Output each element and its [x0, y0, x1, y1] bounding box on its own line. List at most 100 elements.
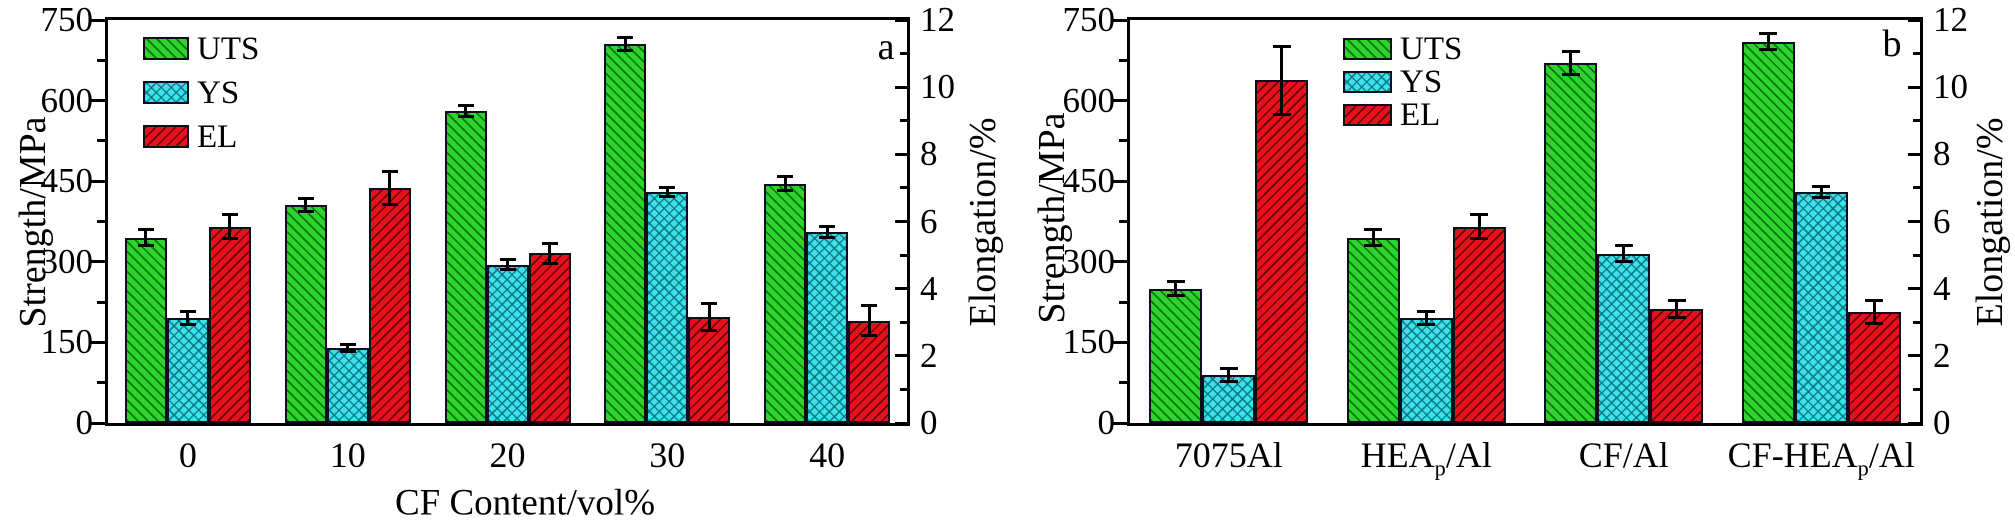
error-bar-line-ys-b-1	[1424, 311, 1428, 325]
error-bar-bottom-cap-el-a-0	[221, 236, 238, 240]
x-category-label-b-0: 7075Al	[1079, 434, 1379, 476]
y-right-minor-tick-9	[1913, 119, 1920, 123]
error-bar-top-cap-ys-a-0	[179, 310, 196, 314]
error-bar-top-cap-ys-a-2	[499, 257, 516, 261]
y-left-minor-tick-525	[1119, 139, 1127, 143]
bar-uts-b-2	[1544, 63, 1598, 423]
error-bar-top-cap-ys-b-0	[1219, 366, 1238, 370]
y-axis-title-right-b: Elongation/%	[1969, 117, 2011, 327]
x-axis-title-a: CF Content/vol%	[394, 482, 656, 524]
legend-label-uts-a: UTS	[197, 30, 260, 67]
y-left-tick-label-600: 600	[40, 80, 94, 120]
y-left-major-tick-750	[1113, 18, 1127, 22]
category-label-segment: CF-HEA	[1727, 435, 1858, 475]
error-bar-top-cap-el-a-1	[381, 169, 398, 173]
y-right-minor-tick-11	[1913, 52, 1920, 56]
error-bar-top-cap-uts-b-0	[1166, 280, 1185, 284]
error-bar-line-uts-b-3	[1766, 33, 1770, 50]
y-right-minor-tick-1	[1913, 387, 1920, 391]
y-right-tick-label-8: 8	[920, 134, 938, 174]
bar-el-a-4	[848, 320, 891, 423]
y-left-tick-label-300: 300	[1062, 241, 1116, 281]
error-bar-top-cap-ys-b-2	[1614, 244, 1633, 248]
bar-uts-a-1	[284, 205, 327, 423]
y-left-tick-label-0: 0	[1097, 403, 1116, 442]
y-right-major-tick-10	[895, 85, 907, 89]
error-bar-top-cap-ys-a-1	[339, 342, 356, 346]
legend-label-el-b: EL	[1400, 97, 1441, 133]
error-bar-bottom-cap-uts-a-2	[457, 115, 474, 119]
error-bar-line-uts-a-4	[783, 176, 787, 191]
y-right-tick-label-8: 8	[1933, 134, 1951, 174]
error-bar-line-uts-b-0	[1174, 281, 1178, 296]
y-right-minor-tick-3	[1913, 320, 1920, 324]
error-bar-bottom-cap-ys-b-1	[1417, 323, 1436, 327]
bar-ys-b-0	[1202, 374, 1256, 423]
error-bar-line-el-b-0	[1280, 46, 1284, 115]
error-bar-line-ys-b-2	[1622, 245, 1626, 262]
x-category-label-b-1: HEAp/Al	[1276, 434, 1576, 489]
error-bar-bottom-cap-el-b-3	[1865, 322, 1884, 326]
error-bar-line-ys-a-1	[346, 344, 350, 352]
y-right-minor-tick-11	[900, 52, 907, 56]
y-right-minor-tick-7	[900, 186, 907, 190]
y-left-major-tick-0	[1113, 421, 1127, 425]
bar-uts-a-4	[764, 183, 807, 423]
category-label-segment: p	[1857, 455, 1869, 481]
y-left-minor-tick-375	[97, 220, 105, 223]
error-bar-line-ys-a-3	[665, 187, 669, 197]
bar-uts-b-3	[1741, 41, 1795, 423]
plot-area-a	[91, 17, 910, 426]
legend-label-ys-b: YS	[1400, 64, 1443, 100]
y-left-major-tick-300	[91, 260, 105, 264]
bar-ys-a-3	[646, 191, 689, 423]
y-left-tick-label-450: 450	[40, 161, 94, 201]
error-bar-bottom-cap-ys-a-3	[659, 194, 676, 198]
y-right-minor-tick-7	[1913, 186, 1920, 190]
error-bar-top-cap-el-a-2	[541, 241, 558, 245]
error-bar-top-cap-ys-a-4	[819, 225, 836, 229]
error-bar-top-cap-el-b-0	[1272, 45, 1291, 49]
bar-ys-a-1	[326, 347, 369, 423]
bar-ys-b-2	[1597, 253, 1651, 423]
bar-ys-b-1	[1399, 318, 1453, 423]
y-left-major-tick-300	[1113, 260, 1127, 264]
error-bar-bottom-cap-uts-a-0	[137, 244, 154, 248]
y-right-major-tick-12	[1908, 18, 1920, 22]
y-left-major-tick-150	[1113, 340, 1127, 344]
error-bar-line-el-b-1	[1477, 214, 1481, 239]
legend-swatch-ys-b	[1343, 71, 1392, 93]
bar-el-a-0	[208, 226, 251, 423]
error-bar-bottom-cap-ys-a-4	[819, 236, 836, 240]
y-right-major-tick-6	[1908, 220, 1920, 223]
y-right-major-tick-8	[1908, 152, 1920, 156]
y-right-minor-tick-5	[1913, 253, 1920, 257]
error-bar-bottom-cap-el-a-1	[381, 203, 398, 207]
y-right-major-tick-0	[895, 421, 907, 425]
y-right-major-tick-0	[1908, 421, 1920, 425]
y-right-minor-tick-1	[900, 387, 907, 391]
y-left-tick-label-0: 0	[75, 403, 94, 442]
y-left-tick-label-150: 150	[40, 322, 94, 362]
legend-swatch-ys-a	[143, 81, 189, 104]
y-left-tick-label-150: 150	[1062, 322, 1116, 362]
error-bar-bottom-cap-el-a-2	[541, 261, 558, 265]
error-bar-top-cap-uts-a-1	[297, 197, 314, 201]
error-bar-top-cap-uts-b-2	[1561, 49, 1580, 53]
bar-uts-a-0	[124, 237, 167, 423]
y-right-tick-label-10: 10	[920, 67, 955, 107]
y-right-major-tick-8	[895, 152, 907, 156]
error-bar-line-el-a-0	[228, 214, 232, 239]
error-bar-bottom-cap-el-b-0	[1272, 112, 1291, 116]
y-right-tick-label-4: 4	[1933, 268, 1951, 308]
x-category-label-b-2: CF/Al	[1474, 434, 1774, 476]
error-bar-bottom-cap-uts-a-3	[617, 49, 634, 53]
bar-ys-b-3	[1794, 191, 1848, 423]
bar-uts-a-3	[604, 44, 647, 423]
y-right-major-tick-4	[1908, 287, 1920, 291]
error-bar-bottom-cap-uts-a-1	[297, 210, 314, 214]
error-bar-bottom-cap-uts-b-3	[1759, 48, 1778, 52]
error-bar-top-cap-uts-a-0	[137, 228, 154, 232]
error-bar-bottom-cap-uts-b-2	[1561, 73, 1580, 77]
